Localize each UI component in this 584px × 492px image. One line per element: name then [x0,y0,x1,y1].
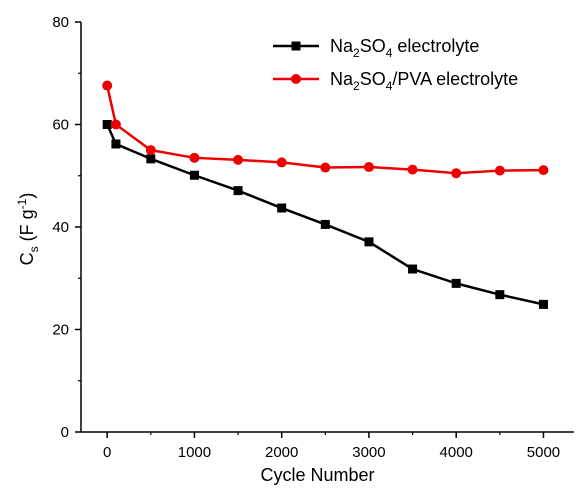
x-tick-label-2: 2000 [265,444,298,461]
series-1-point-10 [494,165,505,176]
x-tick-label-0: 0 [103,444,111,461]
series-1-point-0 [102,80,113,91]
series-0-point-4 [233,186,243,196]
y-tick-label-1: 20 [52,322,69,339]
series-0-point-1 [111,139,121,149]
y-tick-label-4: 80 [52,14,69,31]
y-tick-label-3: 60 [52,117,69,134]
series-1-point-1 [110,119,121,130]
series-1-point-7 [363,162,374,173]
y-axis-title: Cs (F g-1) [15,193,41,266]
series-1-point-2 [145,145,156,156]
legend-label-1: Na2SO4/PVA electrolyte [330,69,518,93]
x-axis-title: Cycle Number [260,465,374,485]
series-0-point-9 [451,278,461,288]
series-0-point-7 [364,237,374,247]
series-1-point-11 [538,165,549,176]
legend-marker-1 [291,74,301,84]
series-0-point-8 [408,264,418,274]
y-tick-label-2: 40 [52,219,69,236]
series-1-point-9 [451,168,462,179]
series-1-point-3 [189,152,200,163]
series-0-point-11 [538,299,548,309]
series-0-point-5 [277,203,287,213]
series-1-point-5 [276,157,287,168]
series-1-point-8 [407,164,418,175]
x-tick-label-3: 3000 [352,444,385,461]
series-0-point-0 [102,120,112,129]
series-0-point-2 [146,154,156,164]
legend-label-0: Na2SO4 electrolyte [330,36,479,60]
x-tick-label-4: 4000 [440,444,473,461]
legend-marker-0 [291,41,301,51]
series-0-point-6 [320,219,330,229]
series-0-point-10 [495,290,505,300]
x-tick-label-1: 1000 [178,444,211,461]
series-line-1 [105,85,544,175]
series-line-0 [106,123,544,306]
series-0-point-3 [189,170,199,180]
series-1-point-6 [320,162,331,173]
x-tick-label-5: 5000 [527,444,560,461]
series-1-point-4 [233,154,244,165]
y-tick-label-0: 0 [61,424,69,441]
plot-area: 0 1000 2000 3000 4000 5000 0 20 40 60 80 Cycle Numb… [15,14,574,485]
